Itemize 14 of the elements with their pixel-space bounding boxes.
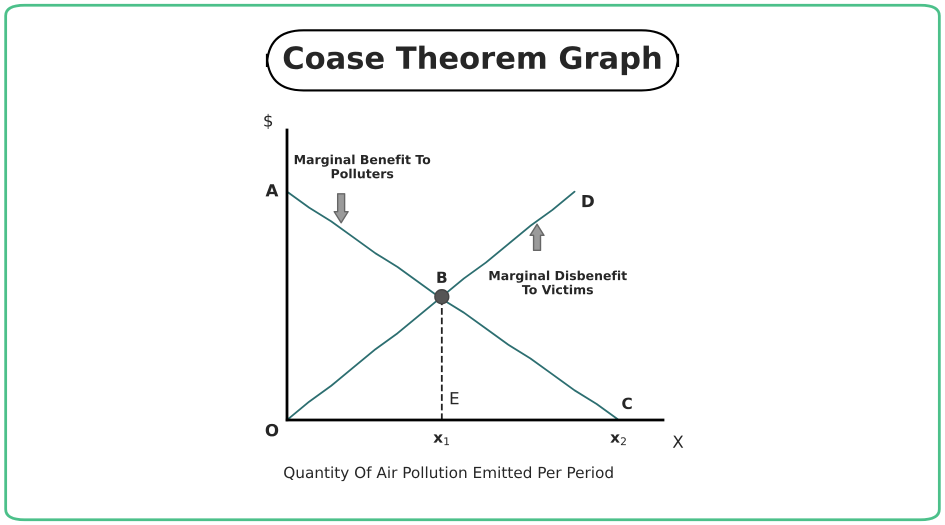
y-axis-title: $ — [264, 114, 272, 129]
annotation: D — [582, 194, 594, 208]
annotation: C — [622, 398, 632, 410]
text: A — [266, 184, 278, 196]
x-tick-label: x$_{2}$ — [610, 434, 626, 446]
chart-title: Coase Theorem Graph — [284, 46, 660, 76]
text: X — [672, 436, 684, 448]
x-tick-label: x$_{1}$ — [433, 434, 450, 446]
annotation: B — [437, 272, 447, 283]
text: O — [266, 424, 278, 436]
annotation: E — [450, 392, 459, 404]
annotation: Marginal Disbenefit To Victims — [489, 270, 627, 294]
x-axis-title: Quantity Of Air Pollution Emitted Per Period — [284, 466, 613, 482]
text: Marginal Benefit To Polluters — [294, 154, 430, 178]
